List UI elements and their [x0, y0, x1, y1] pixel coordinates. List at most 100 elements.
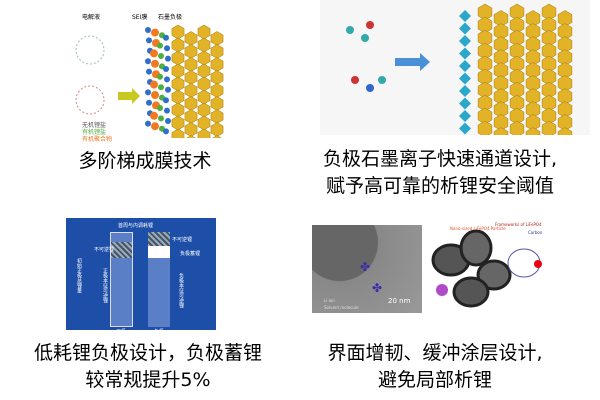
graphite-hex: [197, 89, 211, 105]
caption-2: 负极石墨离子快速通道设计, 赋予高可靠的析锂安全阈值: [322, 148, 558, 197]
graphite-hex: [557, 127, 573, 135]
graphite-hex: [171, 102, 185, 118]
graphite-hex: [184, 122, 198, 137]
channel-diamond: [459, 10, 471, 22]
graphite-hex: [493, 127, 509, 135]
channel-diamond: [459, 72, 471, 85]
graphite-hex: [171, 89, 185, 105]
channel-diamond: [459, 35, 471, 47]
sei-particle: [158, 84, 164, 91]
sei-particle: [157, 42, 163, 49]
molecule-atom: [346, 26, 354, 34]
sei-particle: [150, 49, 158, 58]
sei-particle: [164, 76, 170, 83]
channel-diamond: [459, 22, 471, 35]
scale-label: 20 nm: [388, 297, 411, 305]
molecule-atom: [366, 84, 374, 92]
graphite-hex: [186, 135, 196, 138]
sei-diagram: [75, 24, 224, 138]
irreversible-label: 不可逆锂: [94, 247, 115, 253]
sei-particle: [158, 53, 164, 59]
graphite-hex: [197, 50, 211, 66]
graphite-hex: [184, 57, 198, 72]
graphite-hex: [541, 120, 557, 135]
graphite-hex: [171, 128, 185, 138]
graphite-hex: [525, 127, 541, 135]
graphite-hex: [210, 83, 224, 98]
graphite-hex: [477, 120, 493, 135]
sei-particle: [163, 66, 169, 72]
irreversible-label-2: 不可逆锂: [172, 237, 193, 243]
sei-particle: [163, 34, 169, 41]
graphite-hex: [184, 109, 198, 124]
channel-diamond: [459, 110, 471, 122]
sei-particle: [151, 91, 159, 99]
sei-particle: [151, 59, 159, 68]
sei-particle: [151, 28, 159, 37]
graphite-hex: [171, 76, 185, 92]
sei-particle: [150, 80, 158, 89]
lifepo4-particle-figure: [431, 229, 542, 308]
graphite-hex: [197, 76, 211, 92]
sei-particle: [145, 89, 151, 96]
ion-channel-figure: [320, 0, 590, 135]
sei-label: SEI膜: [132, 14, 148, 21]
lithium-storage-figure: 首周与内调耗锂 不可逆锂 不可逆锂 负极蓄锂 初始正极总锂量 正极本征可逆锂 负…: [66, 218, 216, 335]
graphite-hex: [197, 24, 211, 40]
molecule-atom: [366, 21, 374, 29]
anode-label: 石墨负极: [158, 14, 183, 21]
total-label: 初始正极总锂量: [76, 258, 82, 293]
channel-diamond: [459, 60, 471, 72]
molecule-atom: [351, 76, 359, 84]
solvent-molecule-icon: ✤: [372, 281, 383, 295]
graphite-hex: [184, 44, 198, 59]
sei-particle: [163, 97, 169, 104]
carbon-label: Carbon: [528, 230, 543, 235]
electrolyte-label: 电解液: [82, 14, 101, 21]
graphite-hex: [184, 96, 198, 111]
graphite-hex: [210, 31, 224, 46]
tem-image: 20 nm Li-ion Solvent molecule ✤ ✤: [312, 225, 422, 313]
graphite-hex: [197, 102, 211, 118]
graphite-hex: [210, 109, 224, 124]
graphite-hex: [212, 135, 222, 138]
sei-particle: [146, 99, 152, 106]
graphite-hex: [184, 83, 198, 98]
graphite-hex: [509, 120, 525, 135]
legend-polymer: 有机聚合物: [82, 136, 113, 143]
caption-4: 界面增韧、缓冲涂层设计, 避免局部析锂: [327, 342, 543, 391]
caption-3: 低耗锂负极设计，负极蓄锂 较常规提升5%: [33, 342, 262, 391]
sei-particle: [164, 45, 170, 52]
caption-1: 多阶梯成膜技术: [78, 150, 212, 172]
legend-inorganic: 无机锂盐: [82, 122, 107, 129]
framework-label: Frameworks of LiFePO4: [495, 222, 542, 227]
graphite-hex: [171, 115, 185, 131]
sei-particle: [145, 120, 151, 127]
sei-particle: [146, 68, 152, 75]
sei-particle: [157, 73, 163, 80]
graphite-hex: [197, 37, 211, 53]
solvent-label: Solvent molecule: [324, 305, 359, 310]
graphite-hex: [197, 128, 211, 138]
graphite-hex: [197, 115, 211, 131]
li-ion-label: Li-ion: [324, 298, 335, 303]
molecule-atom: [361, 34, 369, 42]
graphite-hex: [171, 50, 185, 66]
cathode-rev-label: 正极本征可逆锂: [102, 268, 108, 303]
sei-particle: [150, 111, 158, 120]
top-label: 首周与内调耗锂: [118, 223, 154, 229]
graphite-hex: [210, 57, 224, 72]
channel-diamond: [459, 97, 471, 110]
graphite-hex: [210, 96, 224, 111]
sei-film-figure: 电解液 SEI膜 石墨负极 无机锂盐 有机锂盐 有机聚合物: [60, 10, 230, 143]
graphite-hex: [210, 44, 224, 59]
sei-particle: [165, 118, 171, 124]
graphite-hex: [171, 24, 185, 40]
sei-particle: [145, 27, 151, 33]
channel-diamond: [459, 85, 471, 97]
sei-particle: [158, 115, 164, 122]
graphite-hex: [184, 31, 198, 46]
graphite-hex: [184, 70, 198, 85]
graphite-hex: [171, 63, 185, 79]
sei-particle: [165, 86, 171, 93]
